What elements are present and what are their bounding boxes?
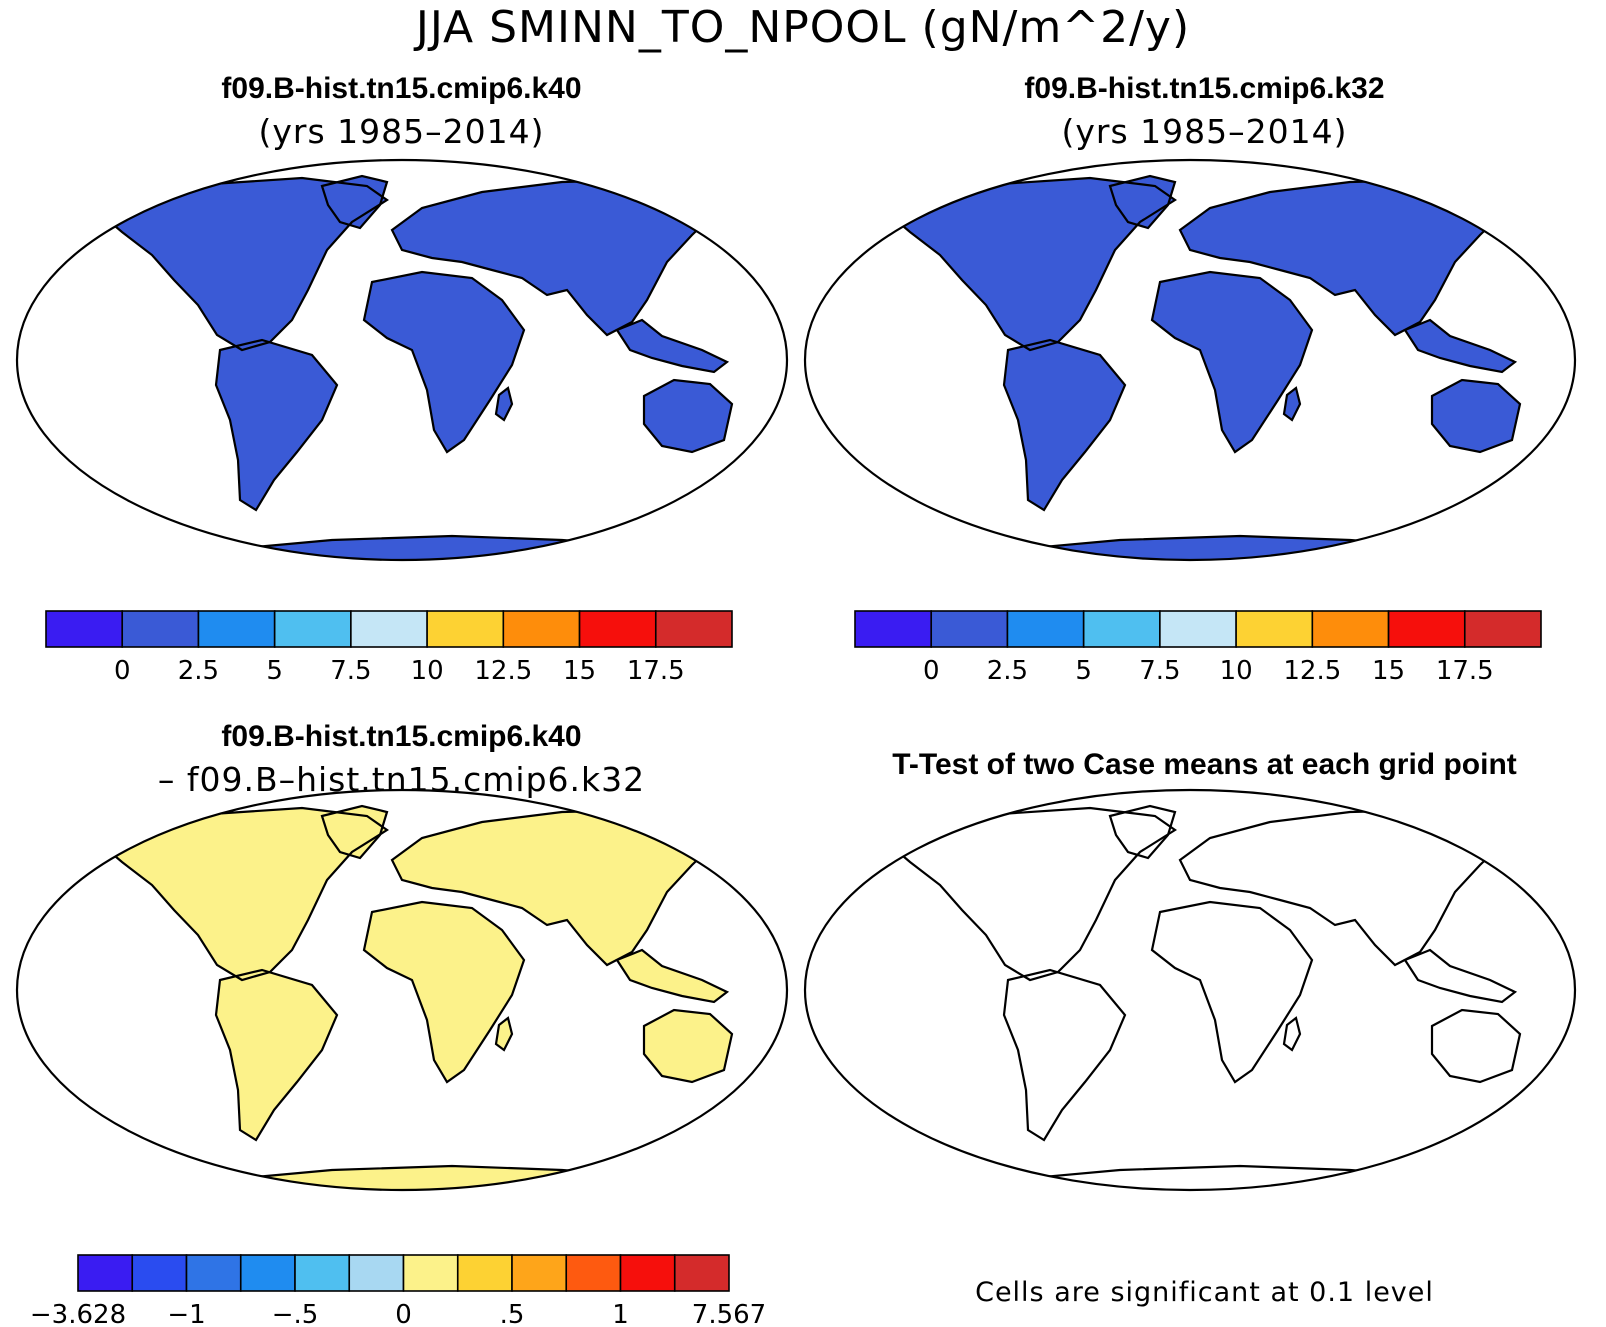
map-border — [803, 158, 1577, 562]
colorbar-box — [1387, 610, 1466, 648]
colorbar-box — [673, 1254, 730, 1292]
colorbar-box — [854, 610, 933, 648]
colorbar-tick-label: 15 — [1372, 656, 1405, 686]
colorbar-tick-label: −1 — [167, 1300, 205, 1327]
colorbar-box — [1311, 610, 1390, 648]
colorbar-1: 0 2.5 5 7.5 10 12.5 15 17.5 — [45, 610, 733, 686]
panel1-subtitle: (yrs 1985–2014) — [258, 112, 545, 151]
colorbar-box — [565, 1254, 622, 1292]
significance-footnote: Cells are significant at 0.1 level — [975, 1277, 1434, 1308]
colorbar-box — [502, 610, 581, 648]
colorbar-box — [1235, 610, 1314, 648]
colorbar-tick-label: 2.5 — [178, 656, 219, 686]
map-panel-3 — [15, 788, 789, 1192]
colorbar-2: 0 2.5 5 7.5 10 12.5 15 17.5 — [854, 610, 1542, 686]
colorbar-box — [1159, 610, 1237, 648]
colorbar-box — [619, 1254, 676, 1292]
colorbar-tick-label: 12.5 — [1283, 656, 1341, 686]
colorbar-tick-label: −3.628 — [30, 1300, 126, 1327]
colorbar-tick-label: 10 — [411, 656, 444, 686]
colorbar-tick-label: 12.5 — [474, 656, 532, 686]
panel2-subtitle: (yrs 1985–2014) — [1061, 112, 1348, 151]
colorbar-box — [426, 610, 505, 648]
map-border — [803, 788, 1577, 1192]
panel2-title: f09.B-hist.tn15.cmip6.k32 — [1024, 72, 1385, 105]
colorbar-box — [77, 1254, 134, 1292]
colorbar-box — [185, 1254, 242, 1292]
colorbar-tick-label: 7.567 — [692, 1300, 766, 1327]
colorbar-box — [294, 1254, 351, 1292]
colorbar-3: −3.628 −1 −.5 0 .5 1 7.567 — [30, 1254, 766, 1327]
map-border — [15, 158, 789, 562]
colorbar-box — [45, 610, 124, 648]
colorbar-box — [239, 1254, 296, 1292]
colorbar-tick-label: 2.5 — [987, 656, 1028, 686]
colorbar-box — [578, 610, 657, 648]
colorbar-box — [1463, 610, 1542, 648]
colorbar-tick-label: 7.5 — [1139, 656, 1180, 686]
colorbar-tick-label: 5 — [1075, 656, 1092, 686]
colorbar-tick-label: 10 — [1220, 656, 1253, 686]
panel1-title: f09.B-hist.tn15.cmip6.k40 — [221, 72, 582, 105]
colorbar-tick-label: 17.5 — [627, 656, 685, 686]
colorbar-box — [1082, 610, 1161, 648]
colorbar-tick-label: 17.5 — [1436, 656, 1494, 686]
colorbar-tick-label: 7.5 — [330, 656, 371, 686]
colorbar-box — [456, 1254, 513, 1292]
colorbar-tick-label: .5 — [500, 1300, 525, 1327]
figure-title: JJA SMINN_TO_NPOOL (gN/m^2/y) — [415, 2, 1191, 53]
colorbar-tick-label: −.5 — [272, 1300, 319, 1327]
significant-cell — [1487, 839, 1503, 851]
colorbar-box — [350, 610, 428, 648]
colorbar-box — [654, 610, 733, 648]
colorbar-tick-label: 5 — [266, 656, 283, 686]
colorbar-box — [273, 610, 352, 648]
colorbar-tick-label: 0 — [395, 1300, 412, 1327]
colorbar-tick-label: 0 — [114, 656, 131, 686]
map-panel-4 — [803, 788, 1577, 1192]
colorbar-box — [121, 610, 200, 648]
colorbar-tick-label: 15 — [563, 656, 596, 686]
colorbar-tick-label: 1 — [612, 1300, 629, 1327]
colorbar-tick-label: 0 — [923, 656, 940, 686]
colorbar-box — [197, 610, 276, 648]
panel4-title: T-Test of two Case means at each grid po… — [892, 748, 1517, 781]
colorbar-box — [348, 1254, 405, 1292]
colorbar-box — [1006, 610, 1085, 648]
colorbar-box — [131, 1254, 188, 1292]
colorbar-box — [511, 1254, 568, 1292]
colorbar-box — [930, 610, 1009, 648]
map-border — [15, 788, 789, 1192]
map-panel-2 — [803, 158, 1577, 562]
map-panel-1 — [15, 158, 789, 562]
colorbar-box — [402, 1254, 459, 1292]
panel3-title: f09.B-hist.tn15.cmip6.k40 — [221, 720, 582, 753]
